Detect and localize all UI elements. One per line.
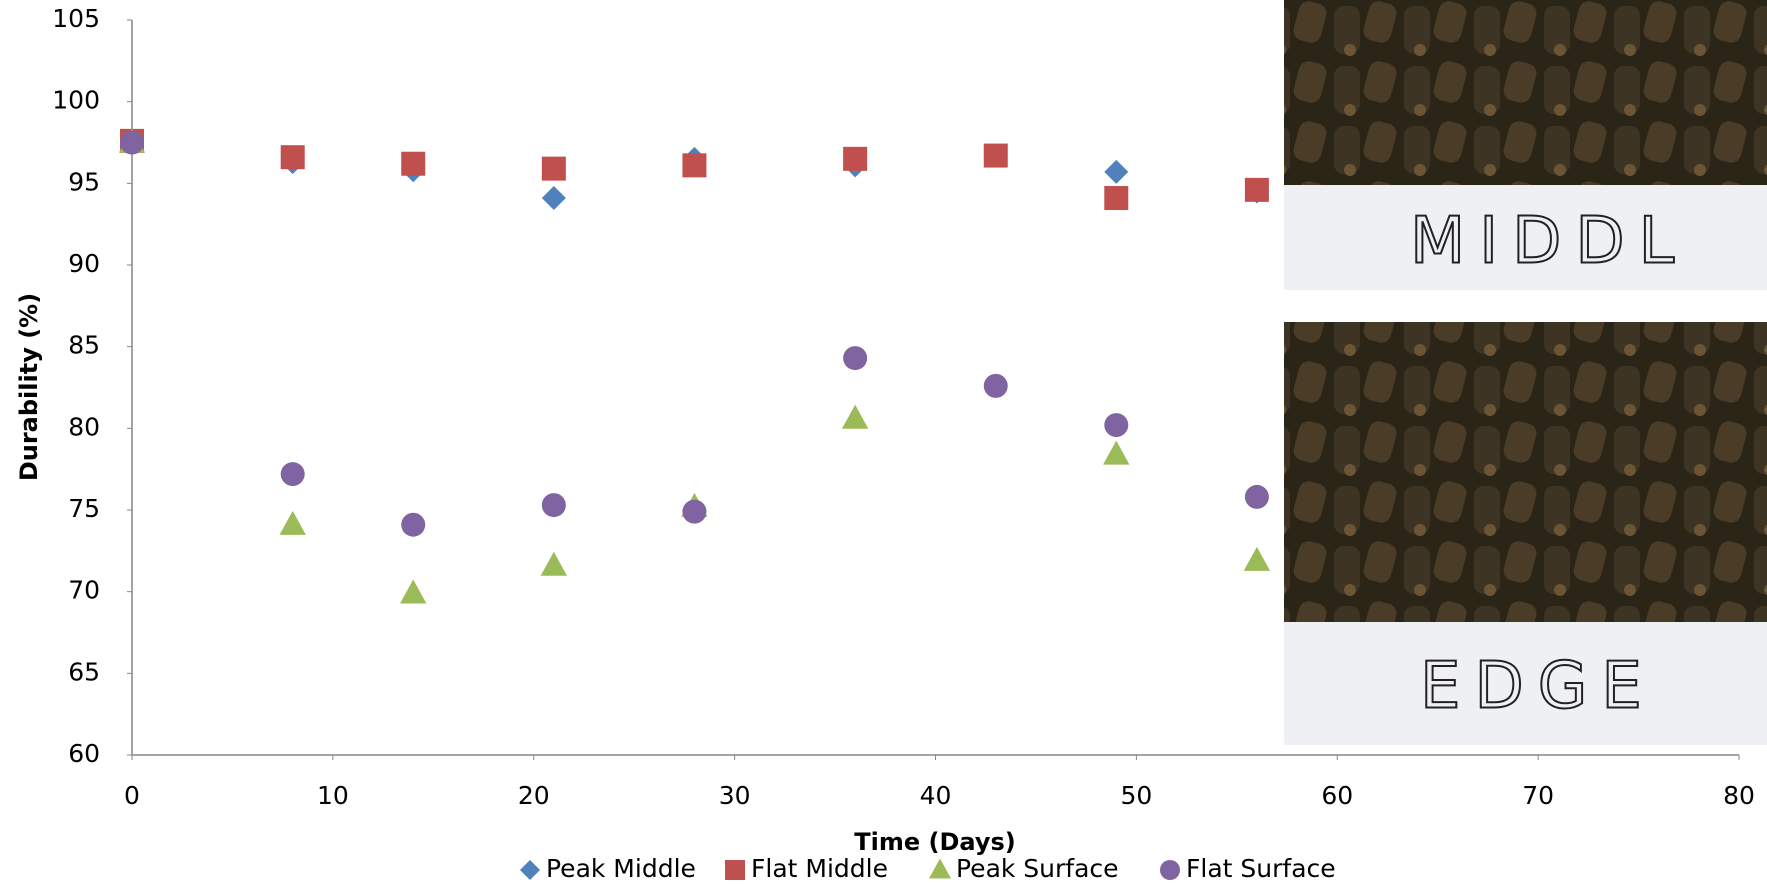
y-tick-label: 105 [52,4,100,33]
point [842,405,868,429]
point [682,500,706,524]
legend-label: Flat Surface [1186,854,1336,883]
legend-label: Peak Surface [956,854,1119,883]
legend-marker [1160,860,1180,880]
y-tick-label: 80 [68,412,100,441]
point [401,152,425,176]
x-axis-title: Time (Days) [854,828,1015,856]
legend-label: Peak Middle [546,854,696,883]
point [120,131,144,155]
point [1245,485,1269,509]
point [1104,413,1128,437]
x-tick-label: 60 [1321,781,1353,810]
legend-label: Flat Middle [751,854,888,883]
point [984,144,1008,168]
point [401,513,425,537]
y-tick-label: 95 [68,167,100,196]
y-tick-label: 90 [68,249,100,278]
x-tick-label: 10 [317,781,349,810]
point [1245,178,1269,202]
point [281,462,305,486]
point [542,157,566,181]
legend-marker [929,859,951,879]
x-tick-label: 70 [1522,781,1554,810]
x-tick-label: 80 [1723,781,1755,810]
x-tick-label: 20 [518,781,550,810]
point [1244,547,1270,571]
x-tick-label: 50 [1120,781,1152,810]
x-tick-label: 40 [920,781,952,810]
x-tick-label: 30 [719,781,751,810]
y-tick-label: 100 [52,86,100,115]
point [1104,186,1128,210]
legend-marker [520,860,540,880]
photo-edge: EDGE [1284,322,1767,745]
point [1104,160,1128,184]
photo-middle: MIDDL [1284,0,1767,290]
photo-label: MIDDL [1410,205,1688,279]
legend-marker [725,860,745,880]
point [542,186,566,210]
point [1103,441,1129,465]
point [843,147,867,171]
y-tick-label: 75 [68,494,100,523]
chart: MIDDL EDGE Durability (%) Time (Days) 60… [0,0,1767,884]
y-tick-label: 85 [68,331,100,360]
y-tick-label: 60 [68,739,100,768]
point [984,374,1008,398]
point [400,580,426,604]
y-tick-label: 70 [68,576,100,605]
y-tick-label: 65 [68,657,100,686]
point [280,511,306,535]
photo-label: EDGE [1420,650,1656,724]
point [541,552,567,576]
point [281,145,305,169]
point [843,346,867,370]
y-axis-title: Durability (%) [15,293,43,481]
point [542,493,566,517]
x-tick-label: 0 [124,781,140,810]
point [682,153,706,177]
